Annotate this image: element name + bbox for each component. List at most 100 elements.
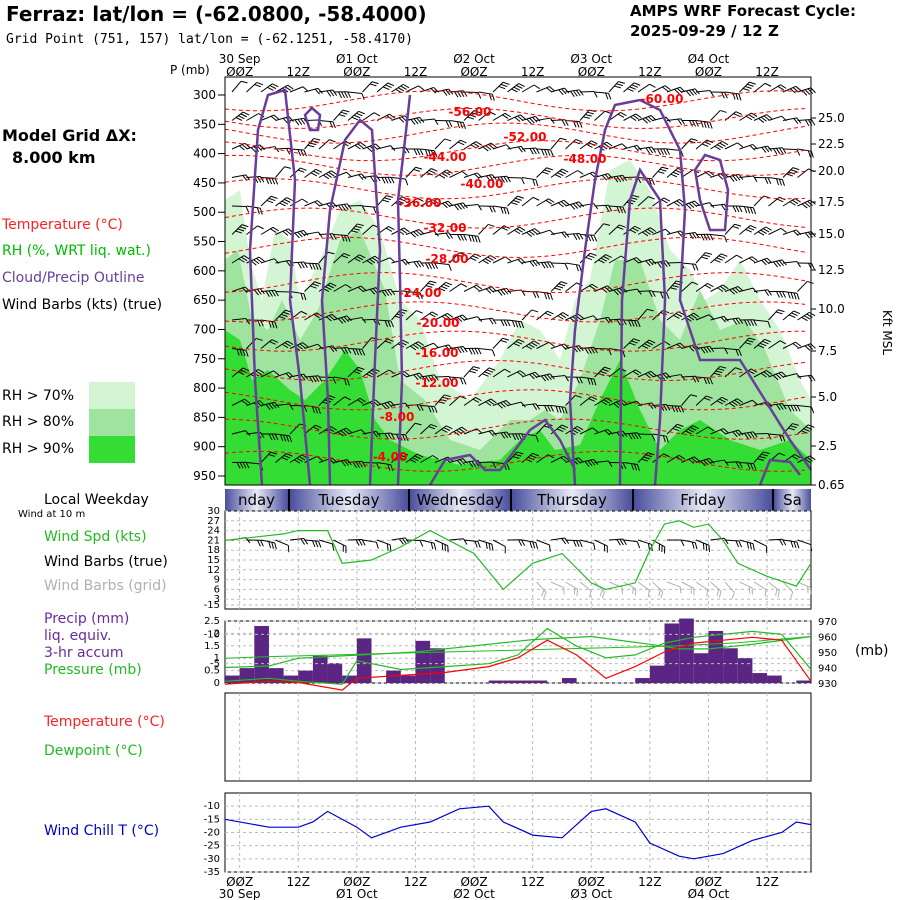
barb-flag [268, 290, 273, 297]
wind-barb [753, 451, 770, 463]
barb-flag [338, 114, 346, 117]
barb-staff [536, 373, 551, 378]
barb-flag [242, 111, 250, 116]
barb-staff [318, 120, 333, 123]
wind-barb [420, 262, 439, 270]
barb-flag [384, 289, 390, 296]
barb-flag [764, 146, 770, 153]
barb-flag [622, 175, 628, 182]
wind-barb [391, 83, 410, 94]
precip-label: Precip (mm) [44, 611, 130, 627]
barb-flag [749, 431, 755, 439]
wind-barb [405, 422, 422, 435]
barb-staff [681, 394, 691, 406]
barb-staff [405, 422, 416, 435]
barb-flag [297, 118, 303, 125]
barb-flag [747, 226, 755, 231]
barb-flag [447, 313, 454, 318]
barb-flag [796, 149, 801, 156]
barb-flag [721, 140, 729, 146]
barb-flag [487, 399, 494, 405]
barb-staff [420, 455, 433, 463]
wind-barb [405, 197, 424, 207]
barb-flag [245, 350, 249, 357]
barb-flag [356, 256, 364, 261]
cross-section-frame [224, 76, 812, 486]
barb-flag [460, 139, 467, 144]
barb-flag [405, 434, 409, 442]
barb-staff [797, 199, 811, 207]
barb-flag [588, 398, 595, 402]
barb-flag [629, 86, 636, 90]
barb-flag [453, 204, 460, 211]
barb-flag [500, 432, 506, 439]
barb-flag [604, 366, 611, 370]
barb-flag [443, 171, 451, 176]
barb-flag [635, 113, 642, 119]
barb-flag [605, 254, 612, 259]
wind-barb [565, 262, 582, 272]
barb-staff [231, 111, 244, 121]
barb-flag [706, 139, 714, 144]
barb-flag [425, 262, 430, 270]
wind-barb [666, 454, 685, 463]
barb-flag [399, 454, 406, 458]
barb-staff [463, 110, 475, 121]
wind-barb [463, 347, 482, 355]
wind-barb [579, 109, 596, 121]
cloud-outline [303, 106, 322, 132]
barb-flag [506, 463, 510, 471]
barb-flag [752, 287, 758, 294]
barb-flag [284, 198, 291, 203]
barb-flag [505, 256, 512, 262]
pressure-unit: (mb) [855, 643, 889, 659]
barb-flag [775, 178, 780, 186]
barb-flag [417, 197, 424, 202]
barb-flag [604, 430, 611, 436]
barb-flag [807, 280, 814, 284]
barb-staff [681, 312, 694, 321]
wind-barb [724, 398, 744, 408]
barb-staff [260, 83, 273, 93]
barb-flag [676, 423, 684, 427]
barb-staff [536, 229, 550, 235]
wind-barb [594, 366, 611, 378]
wind-barb [260, 370, 280, 378]
barb-flag [532, 260, 538, 267]
barb-flag [674, 425, 682, 430]
top-hour-label: 12Z [404, 65, 428, 79]
barb-flag [718, 255, 726, 259]
bottom-hour-label: ØØZ [578, 875, 605, 889]
barb-staff [507, 451, 518, 463]
wind-barb [739, 256, 758, 264]
barb-flag [603, 544, 606, 552]
barb-staff [405, 453, 418, 463]
wind-barb [507, 177, 525, 185]
barb-staff [695, 395, 707, 406]
barb-staff [260, 339, 273, 349]
barb-staff [681, 456, 695, 463]
wind-barb [420, 168, 438, 178]
barb-staff [362, 255, 375, 264]
barb-flag [778, 260, 784, 267]
barb-flag [717, 174, 724, 180]
wind-barb [739, 205, 757, 215]
barb-staff [260, 177, 276, 179]
barb-staff [710, 284, 724, 292]
barb-flag [242, 349, 246, 357]
barb-flag [632, 587, 634, 595]
barb-flag [371, 257, 378, 262]
wind-barb [333, 347, 352, 354]
barb-staff [391, 433, 406, 436]
barb-staff [405, 166, 416, 178]
barb-flag [488, 367, 496, 371]
barb-flag [561, 88, 567, 95]
wind-barb [434, 262, 452, 271]
wind-barb [521, 196, 540, 207]
wind-barb [550, 137, 567, 150]
barb-staff [536, 117, 551, 121]
wind-barb [536, 167, 554, 178]
barb-staff [695, 252, 706, 264]
barb-flag [330, 170, 338, 175]
barb-flag [666, 148, 671, 155]
